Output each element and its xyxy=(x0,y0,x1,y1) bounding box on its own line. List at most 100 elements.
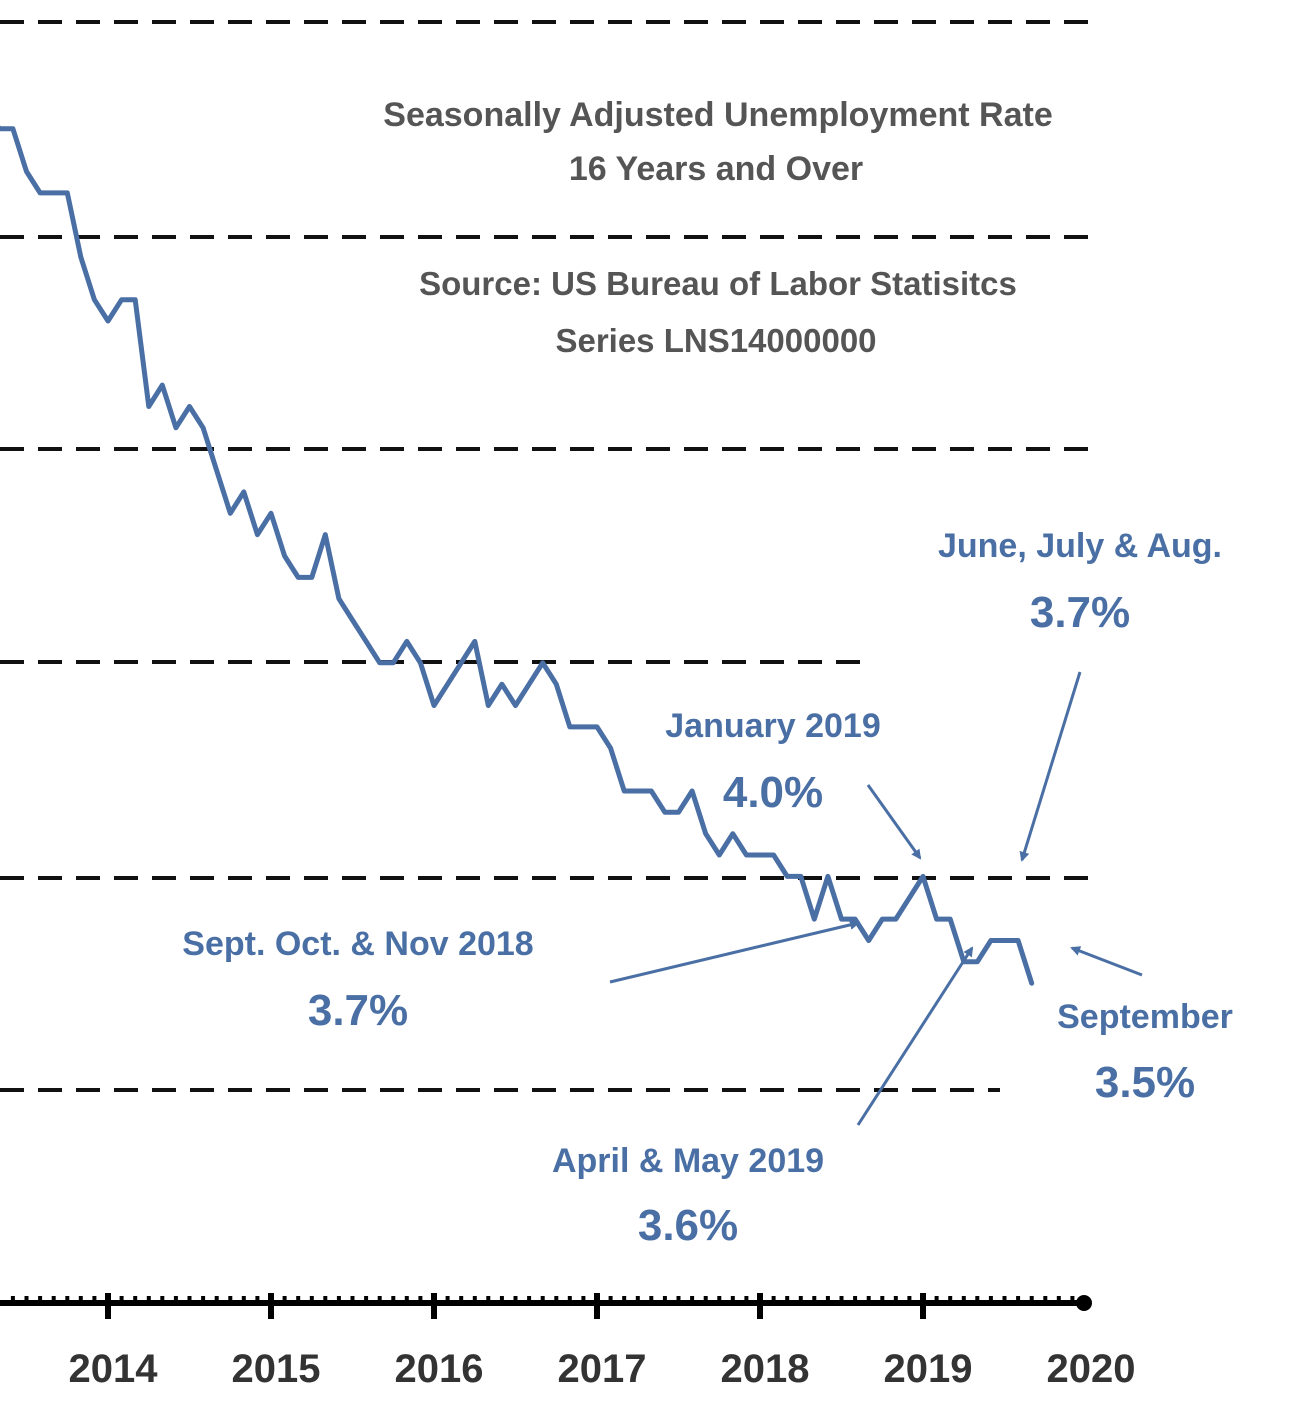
data-point xyxy=(214,468,219,473)
data-point xyxy=(676,810,681,815)
data-point xyxy=(106,319,110,323)
annotation-january-2019-label: January 2019 xyxy=(665,707,881,745)
data-point xyxy=(703,831,708,836)
data-point xyxy=(1002,938,1007,943)
data-point xyxy=(459,660,464,665)
data-point xyxy=(323,532,328,537)
chart-title: Seasonally Adjusted Unemployment Rate xyxy=(383,96,1052,134)
data-point xyxy=(975,959,980,964)
annotation-september-value: 3.5% xyxy=(1095,1058,1195,1107)
annotation-january-2019-value: 4.0% xyxy=(723,768,823,817)
data-point xyxy=(10,126,15,131)
data-point xyxy=(146,404,151,409)
series-line-unemployment xyxy=(0,125,1035,986)
data-point xyxy=(880,917,885,922)
data-point xyxy=(377,660,382,665)
data-point xyxy=(24,169,29,174)
x-tick-label-2020: 2020 xyxy=(1047,1347,1136,1391)
data-point xyxy=(812,917,817,922)
data-point xyxy=(866,938,871,943)
data-point xyxy=(771,853,776,857)
x-axis-ticks: 2014 2015 2016 2017 2018 2019 2020 xyxy=(10,1293,1136,1391)
data-point xyxy=(296,575,301,580)
arrow-september xyxy=(1070,946,1143,977)
annotation-april-may-2019-value: 3.6% xyxy=(638,1201,738,1250)
data-point xyxy=(309,575,314,580)
arrow-sept-oct-nov-2018 xyxy=(609,919,860,984)
data-point xyxy=(934,917,939,922)
data-point xyxy=(51,190,56,195)
data-point xyxy=(744,853,749,857)
annotation-june-july-aug-label: June, July & Aug. xyxy=(938,527,1222,565)
data-point xyxy=(662,810,667,815)
series-points xyxy=(0,126,1034,986)
x-tick-label-2014: 2014 xyxy=(69,1347,159,1391)
arrow-june-july-aug xyxy=(1019,671,1082,862)
data-point xyxy=(499,682,504,687)
data-point xyxy=(717,853,722,857)
data-point xyxy=(350,618,355,623)
data-point xyxy=(567,724,572,729)
data-point xyxy=(730,831,735,836)
x-tick-label-2017: 2017 xyxy=(558,1347,647,1391)
data-point xyxy=(119,297,124,302)
x-tick-label-2016: 2016 xyxy=(395,1347,484,1391)
data-point xyxy=(445,682,450,687)
data-point xyxy=(187,404,192,409)
source-line-1: Source: US Bureau of Labor Statisitcs xyxy=(419,265,1017,302)
annotation-sept-oct-nov-2018-label: Sept. Oct. & Nov 2018 xyxy=(182,925,533,963)
data-point xyxy=(391,660,396,665)
data-point xyxy=(907,895,912,900)
data-point xyxy=(418,660,423,665)
data-point xyxy=(581,724,586,729)
arrow-april-may-2019 xyxy=(856,946,974,1126)
data-point xyxy=(540,660,545,665)
chart-subtitle: 16 Years and Over xyxy=(569,150,863,188)
data-point xyxy=(948,917,953,922)
data-point xyxy=(622,789,627,793)
data-point xyxy=(160,383,165,388)
data-point xyxy=(92,297,97,302)
arrow-january-2019 xyxy=(866,784,922,860)
data-point xyxy=(269,511,273,516)
data-point xyxy=(364,639,369,644)
data-point xyxy=(554,682,559,687)
data-point xyxy=(241,489,246,494)
data-point xyxy=(472,639,477,644)
data-point xyxy=(988,938,993,943)
data-point xyxy=(608,746,613,751)
x-tick-label-2015: 2015 xyxy=(232,1347,321,1391)
x-axis-end-marker xyxy=(1076,1295,1092,1311)
data-point xyxy=(65,190,70,195)
data-point xyxy=(527,682,532,687)
data-point xyxy=(649,789,654,793)
data-point xyxy=(432,703,436,708)
data-point xyxy=(690,789,695,793)
data-point xyxy=(635,789,640,793)
data-point xyxy=(133,297,138,302)
data-point xyxy=(78,255,83,259)
data-point xyxy=(595,724,599,729)
annotation-arrows xyxy=(609,671,1143,1126)
data-point xyxy=(255,532,260,537)
x-tick-label-2019: 2019 xyxy=(884,1347,973,1391)
source-line-2: Series LNS14000000 xyxy=(555,322,876,359)
data-point xyxy=(839,917,844,922)
data-point xyxy=(825,874,830,879)
data-point xyxy=(893,917,898,922)
data-point xyxy=(513,703,518,708)
data-point xyxy=(201,425,206,430)
gridlines xyxy=(0,20,1090,1092)
annotation-april-may-2019-label: April & May 2019 xyxy=(552,1142,824,1180)
x-tick-label-2018: 2018 xyxy=(721,1347,810,1391)
data-point xyxy=(921,874,925,879)
data-point xyxy=(38,190,43,195)
data-point xyxy=(404,639,409,644)
data-point xyxy=(228,511,233,516)
annotation-sept-oct-nov-2018-value: 3.7% xyxy=(308,986,408,1035)
annotation-june-july-aug-value: 3.7% xyxy=(1030,588,1130,637)
data-point xyxy=(0,126,2,131)
annotation-september-label: September xyxy=(1057,998,1233,1036)
data-point xyxy=(758,853,762,857)
